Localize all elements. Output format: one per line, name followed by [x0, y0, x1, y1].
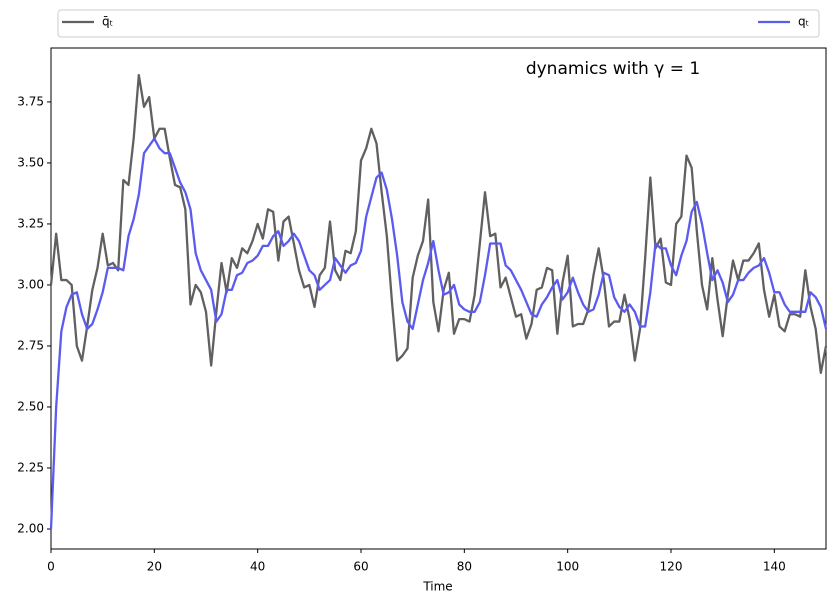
y-tick-label: 3.50 [17, 155, 44, 169]
x-tick-label: 40 [250, 560, 265, 574]
y-tick-label: 3.75 [17, 94, 44, 108]
x-tick-label: 0 [47, 560, 55, 574]
x-tick-label: 20 [147, 560, 162, 574]
legend-label: qₜ [798, 15, 809, 29]
legend-box [57, 9, 820, 38]
y-tick-label: 2.00 [17, 521, 44, 535]
x-tick-label: 140 [763, 560, 786, 574]
plot-frame [50, 47, 827, 550]
series-line [49, 73, 828, 374]
annotation: dynamics with γ = 1 [526, 59, 700, 79]
x-tick-label: 100 [556, 560, 579, 574]
series-line [49, 137, 828, 530]
y-tick-label: 2.75 [17, 338, 44, 352]
y-tick-label: 2.50 [17, 399, 44, 413]
x-tick-label: 80 [457, 560, 472, 574]
x-axis-label: Time [422, 580, 452, 594]
y-tick-label: 3.25 [17, 216, 44, 230]
y-tick-label: 3.00 [17, 277, 44, 291]
legend-label: q̄ₜ [102, 15, 113, 29]
x-tick-label: 120 [660, 560, 683, 574]
x-tick-label: 60 [353, 560, 368, 574]
y-tick-label: 2.25 [17, 460, 44, 474]
